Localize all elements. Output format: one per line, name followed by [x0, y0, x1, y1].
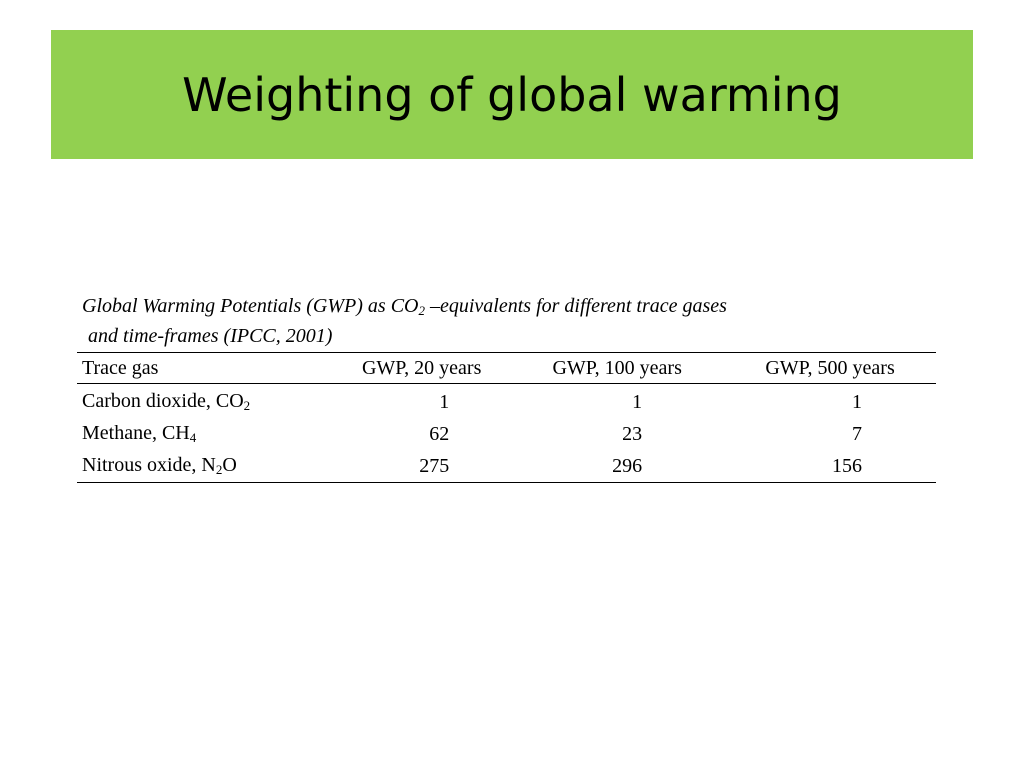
gas-cell: Nitrous oxide, N2O: [77, 450, 333, 483]
table-row: Carbon dioxide, CO2 1 1 1: [77, 384, 936, 419]
gas-subscript: 2: [215, 462, 223, 477]
header-gwp-20: GWP, 20 years: [361, 357, 482, 379]
gwp-500-cell: 7: [852, 423, 862, 445]
gas-cell: Methane, CH4: [77, 418, 333, 450]
gwp-20-cell: 1: [439, 391, 450, 413]
table-header-row: Trace gas GWP, 20 years GWP, 100 years G…: [77, 352, 936, 384]
gwp-100-cell: 296: [612, 455, 643, 477]
gwp-500-cell: 1: [852, 391, 862, 413]
caption-subscript: 2: [418, 303, 425, 318]
table-row: Nitrous oxide, N2O 275 296 156: [77, 450, 936, 483]
caption-line-1: Global Warming Potentials (GWP) as CO2 –…: [82, 292, 962, 322]
title-band: Weighting of global warming: [51, 30, 973, 159]
gas-cell: Carbon dioxide, CO2: [77, 384, 333, 419]
slide-title: Weighting of global warming: [182, 67, 842, 122]
gas-subscript: 4: [189, 430, 197, 445]
gwp-20-cell: 62: [429, 423, 450, 445]
caption-text-pre: Global Warming Potentials (GWP) as CO: [82, 295, 419, 317]
caption-line-2: and time-frames (IPCC, 2001): [88, 325, 333, 347]
gas-subscript: 2: [243, 398, 251, 413]
gas-name: Methane, CH: [82, 422, 190, 444]
gwp-20-cell: 275: [419, 455, 450, 477]
table-row: Methane, CH4 62 23 7: [77, 418, 936, 450]
gas-name: Carbon dioxide, CO: [82, 390, 244, 412]
caption-text-post: –equivalents for different trace gases: [424, 295, 727, 317]
header-trace-gas: Trace gas: [82, 357, 159, 379]
gwp-100-cell: 1: [632, 391, 643, 413]
header-gwp-100: GWP, 100 years: [552, 357, 682, 379]
gas-name: Nitrous oxide, N: [82, 454, 216, 476]
header-gwp-500: GWP, 500 years: [765, 357, 895, 379]
gwp-100-cell: 23: [622, 423, 643, 445]
gwp-table: Trace gas GWP, 20 years GWP, 100 years G…: [77, 352, 936, 483]
gas-suffix: O: [222, 454, 237, 476]
gwp-500-cell: 156: [832, 455, 862, 477]
table-caption: Global Warming Potentials (GWP) as CO2 –…: [82, 292, 962, 351]
